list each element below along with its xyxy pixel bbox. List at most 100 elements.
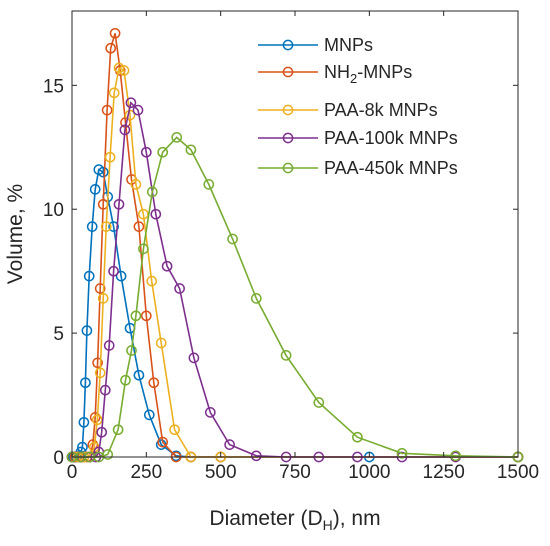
- x-tick-label: 1000: [348, 462, 390, 483]
- data-point: [280, 350, 292, 361]
- data-point: [313, 397, 325, 408]
- x-axis-title-tail: ), nm: [333, 507, 381, 530]
- data-point: [227, 233, 238, 245]
- x-tick-label: 1250: [423, 462, 465, 483]
- data-point: [204, 407, 216, 418]
- data-point: [450, 450, 461, 462]
- legend: MNPs NH2-MNPs PAA-8k MNPs PAA-100k MNPs PAA-…: [258, 35, 458, 178]
- data-point: [157, 436, 169, 448]
- x-axis-title-sub: H: [323, 517, 333, 533]
- y-tick-label: 15: [43, 76, 64, 97]
- data-point: [171, 132, 183, 143]
- data-point: [100, 221, 112, 232]
- legend-label: MNPs: [324, 35, 373, 55]
- data-point: [132, 104, 144, 116]
- data-point: [108, 221, 119, 232]
- legend-item: MNPs: [258, 35, 373, 55]
- legend-marker: [282, 39, 294, 51]
- data-point: [91, 414, 103, 426]
- legend-label-main: NH: [324, 62, 350, 82]
- data-point: [157, 146, 169, 158]
- legend-marker: [282, 132, 294, 144]
- x-tick-label: 250: [130, 462, 162, 483]
- data-point: [101, 104, 113, 116]
- data-point: [224, 439, 235, 450]
- data-point: [188, 352, 200, 364]
- data-point: [113, 62, 125, 74]
- x-tick-label: 750: [279, 462, 311, 483]
- y-tick-label: 10: [43, 200, 64, 221]
- y-tick-label: 5: [53, 324, 64, 345]
- data-point: [120, 374, 131, 386]
- data-point: [97, 166, 109, 178]
- data-point: [126, 345, 137, 356]
- data-point: [89, 184, 101, 195]
- x-tick-label: 1500: [497, 462, 539, 483]
- data-point: [102, 449, 114, 460]
- data-point: [119, 124, 131, 136]
- legend-marker: [282, 66, 294, 78]
- data-point: [146, 275, 158, 287]
- legend-item: PAA-100k MNPs: [258, 128, 458, 148]
- data-point: [133, 221, 145, 232]
- data-point: [148, 377, 160, 389]
- data-point: [113, 198, 125, 210]
- data-point: [80, 377, 91, 389]
- data-point: [130, 179, 142, 190]
- data-point: [105, 42, 117, 54]
- y-tick-layer: 0 5 10 15: [43, 76, 518, 469]
- data-point: [130, 310, 142, 322]
- data-point: [140, 310, 152, 322]
- legend-label-tail: -MNPs: [357, 62, 412, 82]
- data-point: [77, 441, 88, 453]
- data-point: [96, 426, 108, 438]
- data-point: [352, 431, 363, 443]
- data-point: [250, 450, 262, 462]
- data-point: [94, 367, 106, 379]
- legend-label: PAA-8k MNPs: [324, 100, 438, 120]
- x-tick-label: 500: [205, 462, 237, 483]
- x-tick-label: 0: [67, 462, 78, 483]
- data-point: [124, 109, 136, 121]
- y-tick-label: 0: [53, 448, 64, 469]
- legend-marker: [282, 162, 294, 174]
- data-point: [108, 265, 119, 277]
- data-point: [118, 65, 130, 76]
- data-point: [78, 416, 90, 428]
- data-point: [396, 447, 408, 459]
- data-point: [203, 179, 215, 190]
- series-2: [66, 62, 524, 463]
- data-point: [109, 27, 121, 39]
- y-axis-title: Volume, %: [4, 184, 27, 284]
- data-point: [104, 151, 116, 163]
- data-point: [138, 208, 149, 220]
- data-point: [89, 412, 101, 423]
- data-point: [150, 208, 162, 220]
- data-point: [143, 409, 155, 421]
- data-point: [161, 260, 173, 272]
- legend-label-sub: 2: [350, 71, 357, 86]
- data-point: [112, 424, 124, 436]
- legend-item: NH2-MNPs: [258, 62, 412, 86]
- data-point: [155, 337, 167, 349]
- data-point: [146, 186, 158, 198]
- x-axis-title-main: Diameter (D: [209, 507, 322, 530]
- data-point: [174, 283, 185, 294]
- series-line: [72, 136, 519, 458]
- data-point: [103, 340, 115, 351]
- data-point: [97, 293, 109, 304]
- legend-marker: [282, 104, 294, 116]
- data-point: [169, 424, 180, 436]
- legend-item: PAA-8k MNPs: [258, 100, 438, 120]
- data-point: [133, 369, 145, 381]
- data-point: [92, 357, 103, 369]
- legend-item: PAA-450k MNPs: [258, 158, 458, 178]
- data-point: [99, 384, 111, 396]
- series-line: [72, 66, 518, 458]
- data-point: [125, 97, 137, 109]
- data-point: [185, 144, 197, 156]
- data-point: [86, 221, 98, 232]
- x-tick-layer: 0 250 500 750 1000 1250 1500: [67, 11, 539, 483]
- legend-label: NH2-MNPs: [324, 62, 412, 86]
- legend-label: PAA-100k MNPs: [324, 128, 458, 148]
